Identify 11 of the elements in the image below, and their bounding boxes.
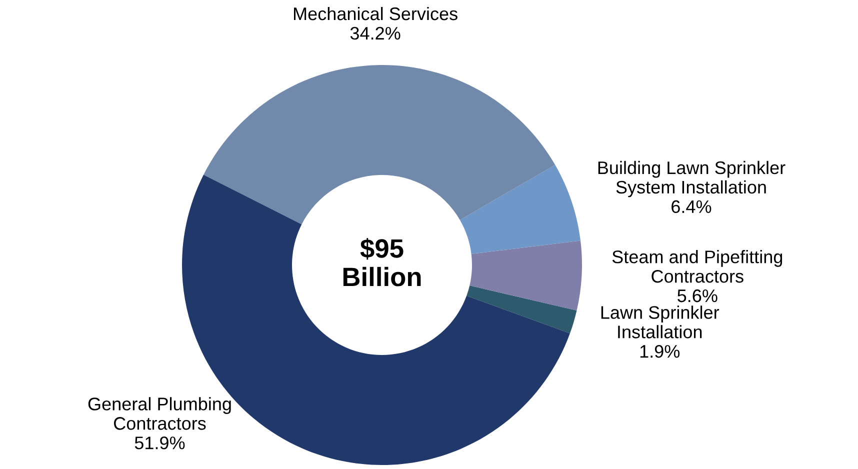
data-label: 1.9%: [640, 344, 680, 358]
data-label: 5.6%: [678, 289, 718, 302]
data-label: 6.4%: [672, 200, 712, 214]
slice-label: General Plumbing Contractors: [88, 397, 231, 430]
slice-label: Mechanical Services: [294, 6, 458, 20]
data-label: 34.2%: [350, 26, 400, 40]
data-label: 51.9%: [134, 436, 185, 450]
text: $95 Billion: [343, 238, 421, 286]
slice-label: Lawn Sprinkler Installation: [601, 306, 720, 338]
slice-label: Steam and Pipefitting Contractors: [612, 250, 782, 283]
slice-label: Building Lawn Sprinkler System Installation: [598, 160, 786, 198]
